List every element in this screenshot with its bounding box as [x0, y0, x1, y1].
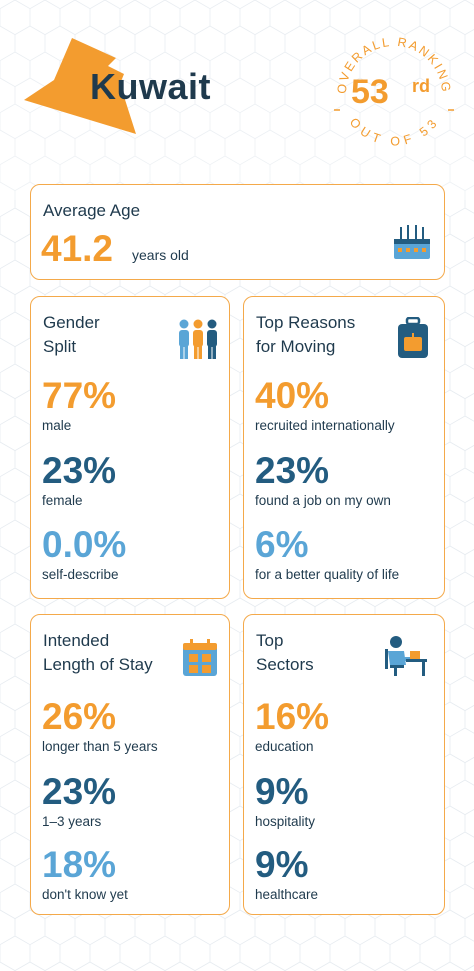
svg-text:OUT OF 53: OUT OF 53 [347, 115, 442, 149]
ranking-badge: OVERALL RANKING OUT OF 53 53 rd [334, 35, 454, 149]
top-reasons-card: Top Reasons for Moving 40% recruited int… [243, 296, 445, 599]
average-age-value: 41.2 [41, 228, 114, 269]
rank-suffix: rd [412, 76, 430, 96]
gender-split-card: Gender Split 77% male 23% female 0.0% [30, 296, 230, 599]
ranking-arc-bottom: OUT OF 53 [347, 115, 439, 149]
top-sectors-title: Top Sectors [256, 631, 314, 674]
country-name: Kuwait [90, 66, 212, 107]
reason-quality-life-stat: 6% for a better quality of life [255, 524, 400, 583]
average-age-card: Average Age 41.2 years old [30, 184, 445, 280]
average-age-title: Average Age [43, 201, 141, 220]
stay-1-3-years-stat: 23% 1–3 years [42, 771, 117, 830]
suitcase-icon [398, 317, 428, 358]
calendar-icon [183, 639, 217, 676]
gender-self-describe-stat: 0.0% self-describe [42, 524, 127, 583]
reason-own-job-stat: 23% found a job on my own [255, 450, 391, 509]
gender-female-stat: 23% female [42, 450, 117, 509]
top-reasons-title: Top Reasons for Moving [256, 313, 356, 356]
length-of-stay-card: Intended Length of Stay 26% longer than … [30, 614, 230, 915]
people-icon [179, 319, 217, 359]
desk-worker-icon [385, 636, 427, 676]
gender-split-title: Gender Split [43, 313, 100, 356]
cake-icon [394, 225, 430, 259]
kuwait-map-shape [24, 38, 136, 134]
sector-healthcare-stat: 9% healthcare [255, 844, 319, 903]
sector-hospitality-stat: 9% hospitality [255, 771, 316, 830]
rank-number: 53 [351, 73, 389, 111]
length-of-stay-title: Intended Length of Stay [43, 631, 153, 674]
average-age-unit: years old [132, 247, 189, 263]
stay-dont-know-stat: 18% don't know yet [42, 844, 128, 903]
top-sectors-card: Top Sectors 16% education 9% hospitality… [243, 614, 445, 915]
sector-education-stat: 16% education [255, 696, 330, 755]
gender-male-stat: 77% male [42, 375, 117, 434]
stay-longer-5-stat: 26% longer than 5 years [42, 696, 158, 755]
reason-recruited-stat: 40% recruited internationally [255, 375, 395, 434]
header: Kuwait OVERALL RANKING OUT OF 53 53 rd [0, 0, 474, 180]
